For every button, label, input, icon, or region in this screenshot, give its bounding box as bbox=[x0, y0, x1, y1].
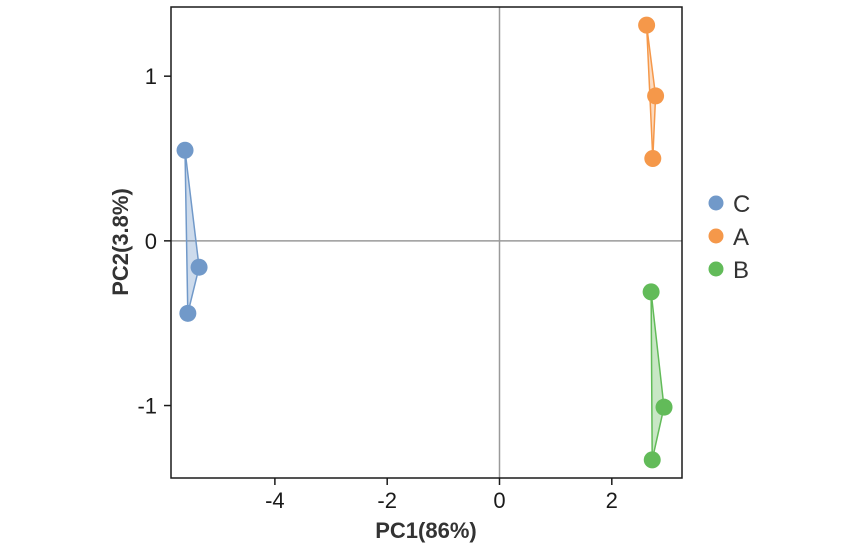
x-tick-label: -4 bbox=[265, 488, 285, 513]
y-tick-label: 0 bbox=[145, 229, 157, 254]
legend-key-B bbox=[708, 261, 724, 277]
data-points bbox=[176, 16, 673, 469]
point-C bbox=[176, 141, 194, 159]
axis-ticks: -4 -2 0 2 1 0 -1 bbox=[137, 64, 617, 513]
legend-label-C: C bbox=[733, 191, 750, 218]
legend-key-C bbox=[708, 195, 724, 211]
point-A bbox=[644, 150, 662, 168]
x-axis-title: PC1(86%) bbox=[375, 518, 476, 543]
y-tick-label: -1 bbox=[137, 394, 157, 419]
point-B bbox=[642, 283, 660, 301]
x-tick-label: 0 bbox=[493, 488, 505, 513]
legend-key-A bbox=[708, 228, 724, 244]
plot-frame bbox=[170, 6, 683, 479]
group-hulls bbox=[184, 24, 665, 461]
point-A bbox=[647, 87, 665, 105]
point-B bbox=[643, 451, 661, 469]
legend-label-A: A bbox=[733, 224, 749, 251]
y-tick-label: 1 bbox=[145, 64, 157, 89]
hull-C bbox=[184, 149, 200, 315]
point-B bbox=[655, 398, 673, 416]
legend: CAB bbox=[708, 191, 750, 284]
x-tick-label: 2 bbox=[606, 488, 618, 513]
y-axis-title: PC2(3.8%) bbox=[108, 188, 133, 296]
point-C bbox=[179, 304, 197, 322]
hull-B bbox=[650, 291, 665, 461]
x-tick-label: -2 bbox=[377, 488, 397, 513]
point-A bbox=[638, 16, 656, 34]
legend-label-B: B bbox=[733, 257, 749, 284]
zero-lines bbox=[171, 7, 682, 478]
point-C bbox=[190, 258, 208, 276]
